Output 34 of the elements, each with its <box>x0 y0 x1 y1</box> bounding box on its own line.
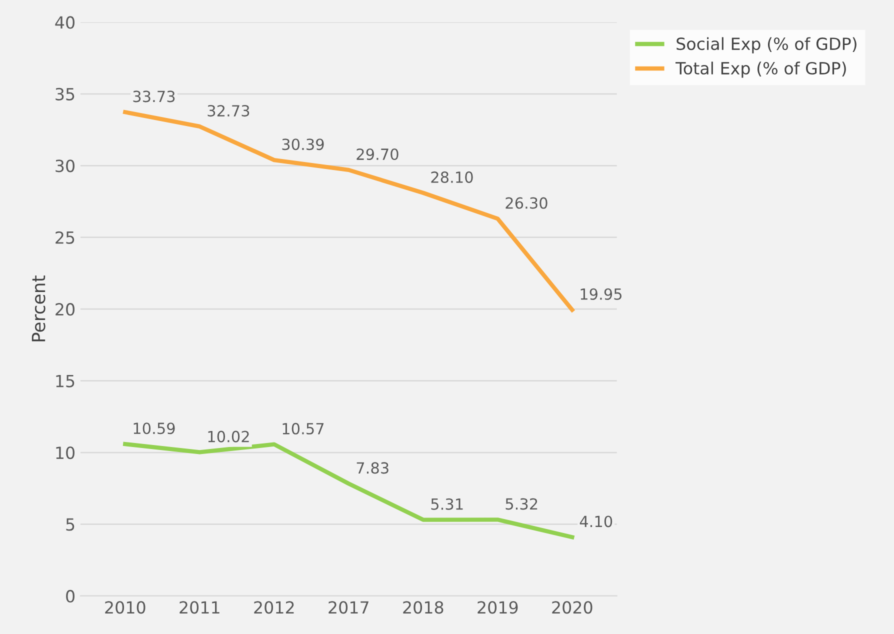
x-tick-label: 2010 <box>105 601 146 614</box>
data-label: 10.02 <box>208 430 249 442</box>
y-tick-label: 20 <box>56 303 74 316</box>
data-label: 10.59 <box>134 422 175 434</box>
x-tick-label: 2019 <box>478 601 518 614</box>
data-label: 7.83 <box>356 462 388 474</box>
data-label: 5.31 <box>431 498 463 510</box>
y-tick-label: 10 <box>56 446 74 460</box>
x-tick-label: 2011 <box>180 601 220 614</box>
data-label: 5.32 <box>506 498 538 510</box>
legend-label: Social Exp (% of GDP) <box>676 37 856 54</box>
data-label: 29.70 <box>356 148 398 160</box>
y-tick-label: 30 <box>56 160 74 172</box>
legend-label: Total Exp (% of GDP) <box>676 62 846 78</box>
y-tick-label: 35 <box>56 88 74 100</box>
y-tick-label: 40 <box>55 16 74 29</box>
y-tick-label: 0 <box>66 590 74 603</box>
data-label: 26.30 <box>506 197 548 209</box>
x-tick-label: 2012 <box>254 601 294 614</box>
y-tick-label: 15 <box>56 374 74 388</box>
x-tick-label: 2018 <box>403 601 444 614</box>
data-label: 33.73 <box>133 90 175 102</box>
x-tick-label: 2020 <box>552 601 592 614</box>
data-label: 28.10 <box>431 171 473 183</box>
data-label: 4.10 <box>580 516 612 528</box>
x-tick-label: 2017 <box>328 601 368 614</box>
y-tick-label: 5 <box>66 518 74 531</box>
data-label: 10.57 <box>282 422 324 434</box>
data-label: 32.73 <box>208 105 250 117</box>
line-series <box>123 442 574 540</box>
y-axis-title: Percent <box>32 276 46 342</box>
data-label: 19.95 <box>580 288 622 300</box>
y-tick-label: 25 <box>56 231 74 244</box>
data-label: 30.39 <box>282 138 324 150</box>
